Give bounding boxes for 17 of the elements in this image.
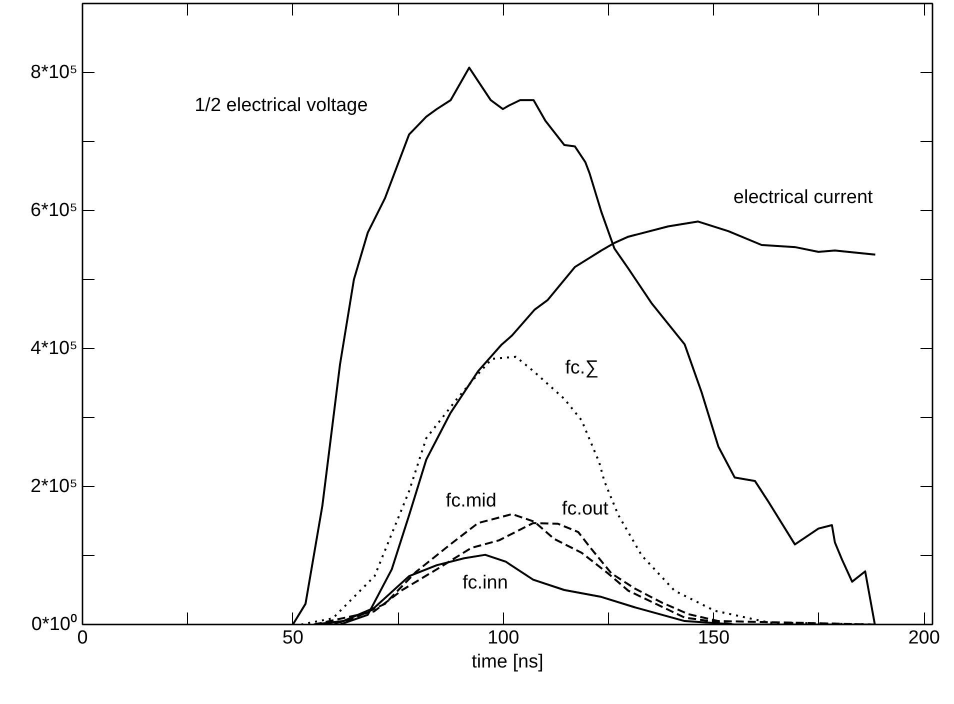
series-label: fc.mid: [446, 490, 496, 512]
y-tick-label: 0*10⁰: [31, 613, 78, 635]
x-tick-label: 200: [908, 628, 940, 648]
series-label: fc.out: [562, 498, 610, 520]
series-label: fc.∑: [565, 357, 599, 378]
y-tick-label: 4*10⁵: [30, 338, 78, 359]
x-tick-label: 100: [487, 628, 520, 648]
x-axis-title: time [ns]: [472, 652, 544, 672]
text: 1/2 electrical voltage: [194, 95, 368, 116]
y-tick-label: 8*10⁵: [30, 62, 78, 83]
series-label: fc.inn: [462, 572, 508, 594]
x-tick-label: 150: [698, 628, 730, 648]
y-tick-label: 2*10⁵: [30, 476, 78, 497]
y-tick-label: 6*10⁵: [30, 200, 78, 221]
series-label: electrical current: [733, 187, 874, 208]
x-tick-label: 50: [282, 628, 304, 648]
x-tick-label: 0: [77, 628, 88, 648]
